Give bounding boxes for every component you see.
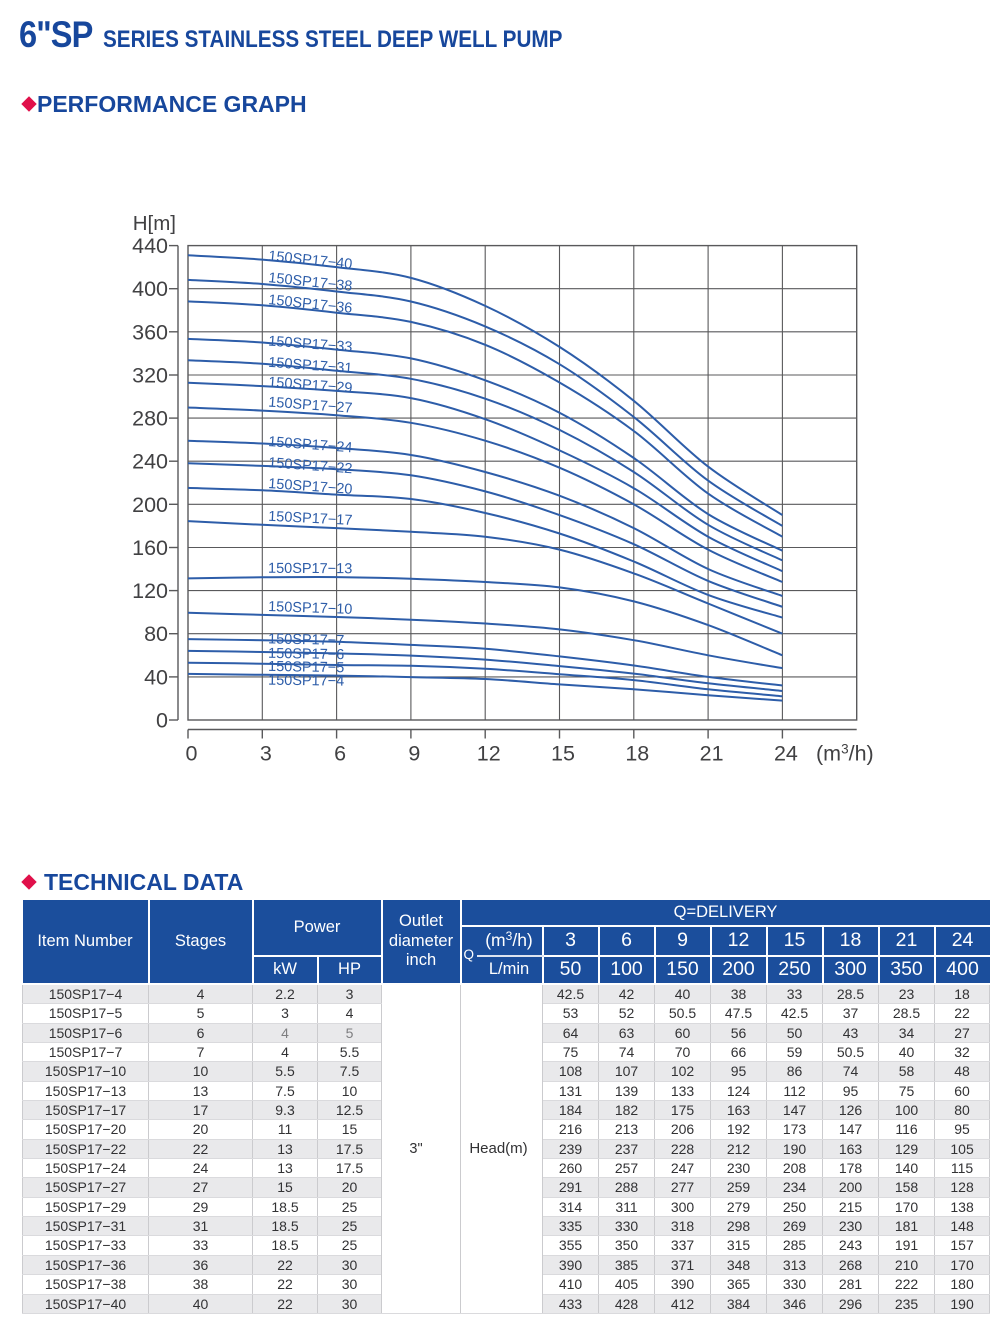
svg-text:120: 120 — [132, 579, 168, 603]
svg-text:160: 160 — [132, 536, 168, 560]
svg-text:150SP17−22: 150SP17−22 — [268, 455, 353, 477]
svg-text:24: 24 — [774, 742, 798, 766]
svg-text:3: 3 — [260, 742, 272, 766]
svg-text:6: 6 — [334, 742, 346, 766]
svg-text:150SP17−13: 150SP17−13 — [268, 561, 352, 577]
svg-text:150SP17−17: 150SP17−17 — [268, 509, 353, 529]
svg-text:150SP17−29: 150SP17−29 — [268, 375, 353, 397]
svg-text:9: 9 — [408, 742, 420, 766]
svg-text:12: 12 — [477, 742, 501, 766]
svg-text:150SP17−27: 150SP17−27 — [268, 395, 353, 417]
svg-text:H[m]: H[m] — [133, 212, 176, 235]
svg-text:150SP17−7: 150SP17−7 — [268, 631, 345, 649]
svg-text:200: 200 — [132, 493, 168, 517]
svg-text:21: 21 — [700, 742, 724, 766]
svg-text:150SP17−31: 150SP17−31 — [268, 355, 353, 377]
svg-text:240: 240 — [132, 450, 168, 474]
svg-text:360: 360 — [132, 320, 168, 344]
svg-text:400: 400 — [132, 277, 168, 301]
svg-text:150SP17−33: 150SP17−33 — [268, 334, 353, 356]
svg-text:150SP17−20: 150SP17−20 — [268, 476, 353, 498]
svg-text:150SP17−38: 150SP17−38 — [268, 270, 353, 295]
svg-text:150SP17−36: 150SP17−36 — [268, 292, 353, 317]
svg-text:(m3/h): (m3/h) — [816, 742, 874, 766]
svg-text:150SP17−5: 150SP17−5 — [268, 659, 344, 676]
svg-text:15: 15 — [551, 742, 575, 766]
svg-text:150SP17−10: 150SP17−10 — [268, 599, 353, 618]
svg-text:150SP17−40: 150SP17−40 — [268, 248, 353, 272]
svg-text:280: 280 — [132, 407, 168, 431]
svg-text:150SP17−24: 150SP17−24 — [268, 434, 353, 456]
svg-text:320: 320 — [132, 364, 168, 388]
svg-text:150SP17−6: 150SP17−6 — [268, 646, 344, 663]
svg-text:150SP17−4: 150SP17−4 — [268, 673, 344, 690]
svg-text:40: 40 — [144, 665, 168, 689]
svg-text:80: 80 — [144, 622, 168, 646]
svg-text:0: 0 — [156, 709, 168, 733]
svg-text:0: 0 — [186, 742, 198, 766]
svg-text:18: 18 — [625, 742, 649, 766]
svg-text:440: 440 — [132, 234, 168, 258]
